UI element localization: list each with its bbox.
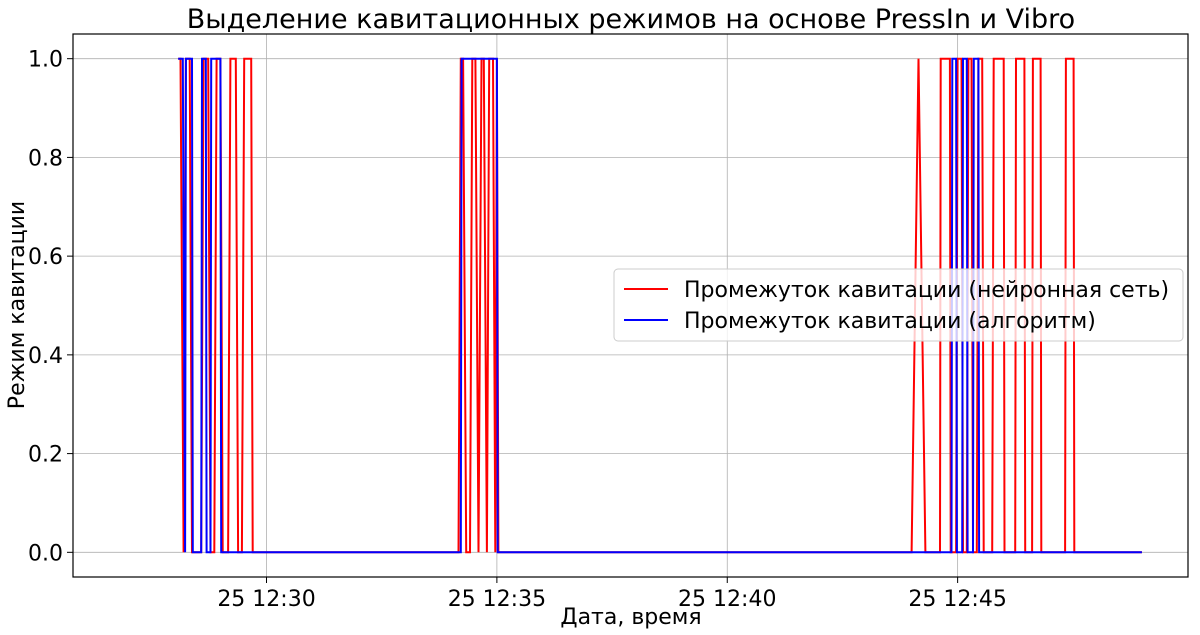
series-line-algorithm (178, 57, 1142, 554)
x-tick-label-1: 25 12:35 (448, 587, 546, 612)
x-axis-label: Дата, время (560, 605, 701, 630)
y-tick-label-4: 0.8 (28, 146, 63, 171)
plot-frame (72, 33, 1189, 578)
legend: Промежуток кавитации (нейронная сеть) Пр… (613, 268, 1184, 342)
y-tick-label-0: 0.0 (28, 541, 63, 566)
x-axis-ticks: 25 12:30 25 12:35 25 12:40 25 12:45 (217, 577, 1007, 612)
x-tick-label-3: 25 12:45 (908, 587, 1006, 612)
y-tick-label-1: 0.2 (28, 443, 63, 468)
y-axis-ticks: 0.0 0.2 0.4 0.6 0.8 1.0 (28, 48, 73, 566)
series-group (178, 57, 1142, 554)
y-tick-label-2: 0.4 (28, 344, 63, 369)
y-tick-label-5: 1.0 (28, 48, 63, 73)
y-tick-label-3: 0.6 (28, 245, 63, 270)
x-tick-label-0: 25 12:30 (217, 587, 315, 612)
chart-title: Выделение кавитационных режимов на основ… (187, 4, 1075, 35)
legend-box (613, 268, 1184, 342)
legend-label-neural-network: Промежуток кавитации (нейронная сеть) (684, 278, 1169, 303)
y-axis-label: Режим кавитации (5, 201, 30, 409)
x-tick-label-2: 25 12:40 (678, 587, 776, 612)
legend-label-algorithm: Промежуток кавитации (алгоритм) (684, 309, 1096, 334)
